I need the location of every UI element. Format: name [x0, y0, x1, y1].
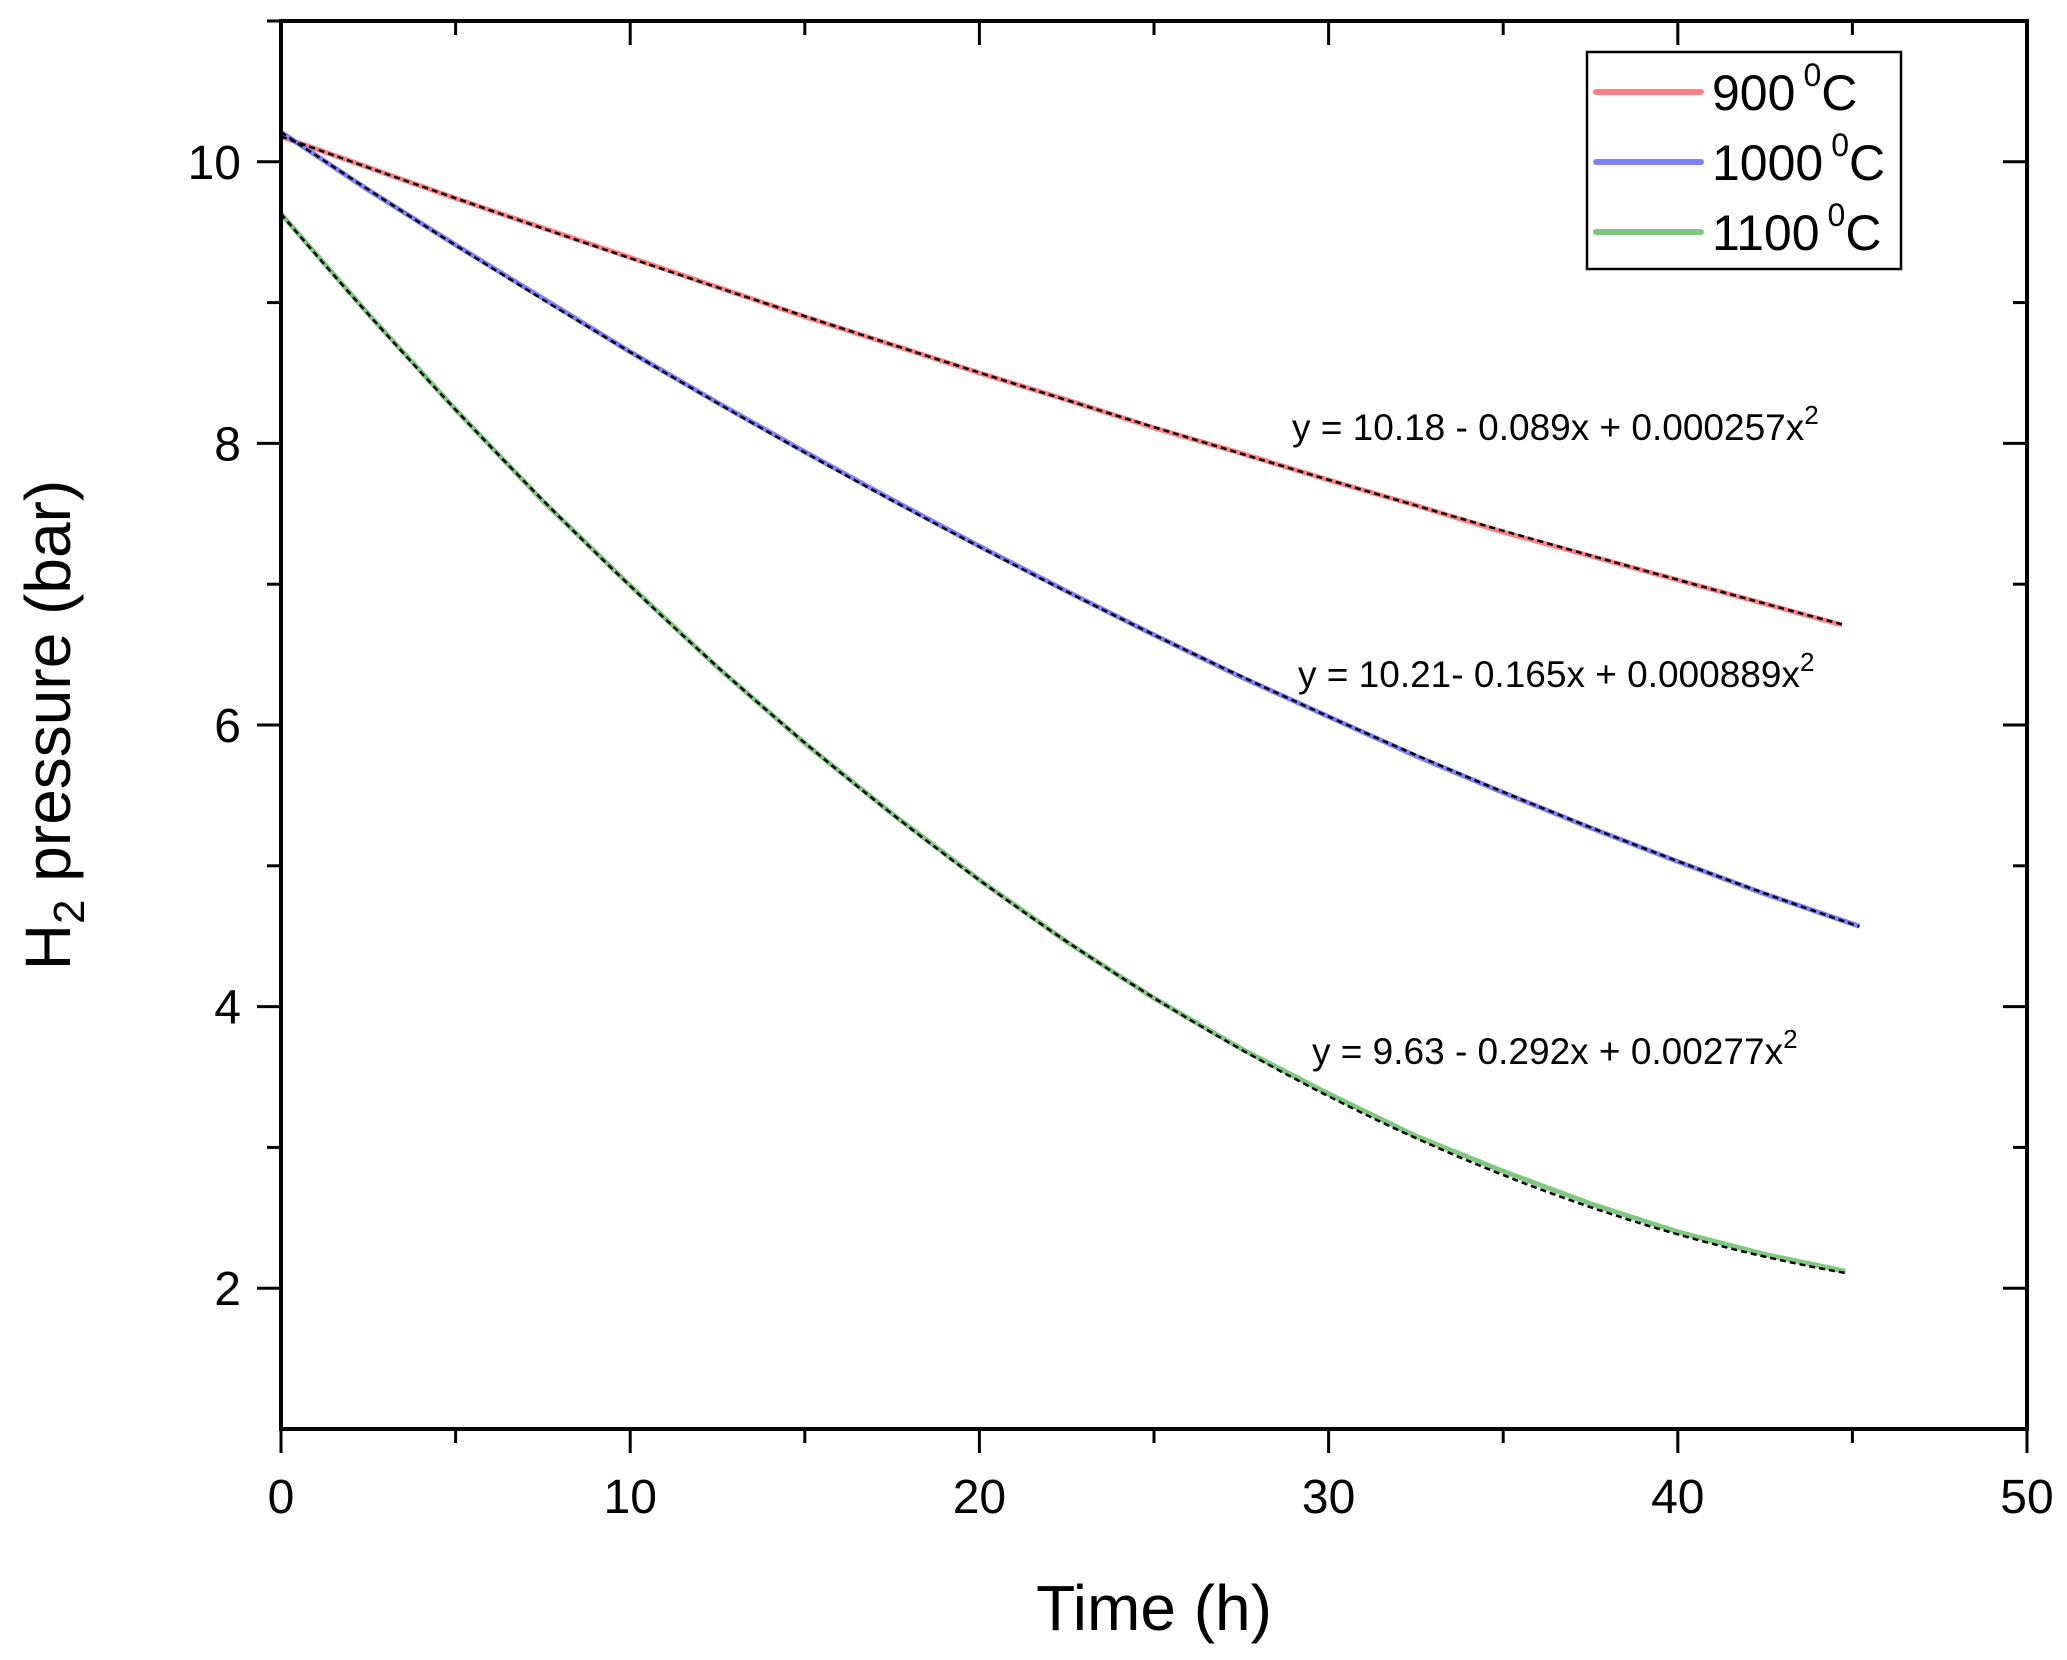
- fit-equation-1100: y = 9.63 - 0.292x + 0.00277x2: [1312, 1024, 1798, 1072]
- fit-equation-1000: y = 10.21- 0.165x + 0.000889x2: [1298, 647, 1814, 695]
- y-tick-label: 2: [214, 1263, 241, 1316]
- axes-layer: 0 10 20 30 40 50 2 4 6 8 10: [188, 19, 2054, 1524]
- series-layer: [279, 130, 1861, 1275]
- legend-label-1100: 1100 0C: [1712, 197, 1881, 261]
- fit-line-1100: [280, 213, 1846, 1275]
- y-tick-label: 4: [214, 982, 241, 1035]
- fit-line-900: [280, 135, 1843, 626]
- legend-label-1000: 1000 0C: [1712, 127, 1885, 191]
- y-tick-label: 6: [214, 700, 241, 753]
- y-tick-label: 8: [214, 418, 241, 471]
- fit-equation-900: y = 10.18 - 0.089x + 0.000257x2: [1292, 400, 1819, 448]
- legend-label-900: 900 0C: [1712, 57, 1857, 121]
- x-tick-label: 30: [1302, 1471, 1355, 1524]
- series-line-1100: [279, 212, 1846, 1274]
- y-axis-title: H2 pressure (bar): [12, 480, 94, 970]
- y-tick-label: 10: [188, 137, 241, 190]
- x-tick-label: 50: [2000, 1471, 2053, 1524]
- x-tick-label: 10: [604, 1471, 657, 1524]
- x-tick-label: 0: [268, 1471, 295, 1524]
- x-tick-label: 40: [1651, 1471, 1704, 1524]
- fit-line-1000: [280, 131, 1860, 928]
- x-tick-label: 20: [953, 1471, 1006, 1524]
- x-axis-title: Time (h): [1036, 1572, 1272, 1644]
- legend: 900 0C 1000 0C 1100 0C: [1585, 50, 1903, 271]
